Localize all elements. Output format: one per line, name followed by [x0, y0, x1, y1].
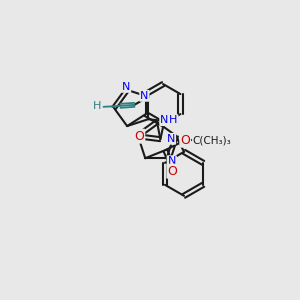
Text: O: O — [180, 134, 190, 147]
Text: N: N — [167, 134, 175, 144]
Text: N: N — [122, 82, 130, 92]
Text: N: N — [160, 115, 169, 125]
Text: O: O — [167, 165, 177, 178]
Text: N: N — [168, 156, 176, 166]
Text: N: N — [140, 91, 148, 101]
Text: O: O — [134, 130, 144, 143]
Text: H: H — [169, 115, 178, 125]
Text: H: H — [93, 101, 102, 111]
Text: C(CH₃)₃: C(CH₃)₃ — [193, 135, 232, 145]
